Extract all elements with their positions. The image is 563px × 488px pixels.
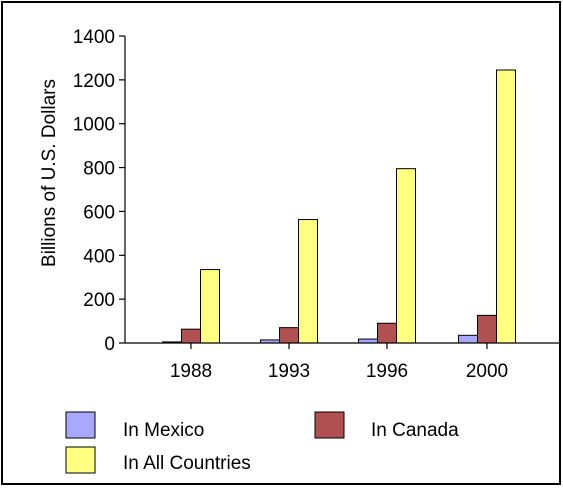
bar-in-mexico <box>458 334 478 344</box>
x-tick-label: 1996 <box>366 361 408 382</box>
legend: In Mexico In Canada In All Countries <box>65 411 459 474</box>
y-tick-label: 400 <box>83 246 115 267</box>
y-tick-label: 1400 <box>73 27 115 48</box>
y-tick-label: 600 <box>83 202 115 223</box>
legend-swatch <box>65 446 96 474</box>
y-tick-label: 0 <box>104 334 115 355</box>
y-tick-label: 1000 <box>73 115 115 136</box>
legend-swatch <box>314 411 345 439</box>
y-axis-label: Billions of U.S. Dollars <box>39 79 60 267</box>
y-tick-label: 200 <box>83 290 115 311</box>
bar-in-canada <box>279 327 299 344</box>
x-tick-label: 1988 <box>170 361 212 382</box>
bar-in-all-countries <box>200 269 220 344</box>
bar-in-canada <box>477 314 497 344</box>
bars <box>162 69 516 344</box>
x-tick-label: 1993 <box>268 361 310 382</box>
bar-in-all-countries <box>396 168 416 344</box>
y-tick-label: 1200 <box>73 71 115 92</box>
x-tick-label: 2000 <box>466 361 508 382</box>
axes <box>124 36 559 344</box>
bar-chart: Billions of U.S. Dollars 0 200 400 600 800 10… <box>39 27 559 474</box>
bar-in-canada <box>181 328 201 344</box>
bar-in-all-countries <box>298 219 318 344</box>
bar-in-all-countries <box>496 69 516 344</box>
x-axis-ticks: 1988 1993 1996 2000 <box>170 343 508 382</box>
bar-in-canada <box>377 322 397 344</box>
legend-label: In All Countries <box>123 453 251 474</box>
legend-label: In Mexico <box>123 420 204 441</box>
legend-swatch <box>65 411 96 439</box>
y-axis-ticks: 0 200 400 600 800 1000 1200 1400 <box>73 27 125 355</box>
y-tick-label: 800 <box>83 159 115 180</box>
legend-label: In Canada <box>371 420 459 441</box>
